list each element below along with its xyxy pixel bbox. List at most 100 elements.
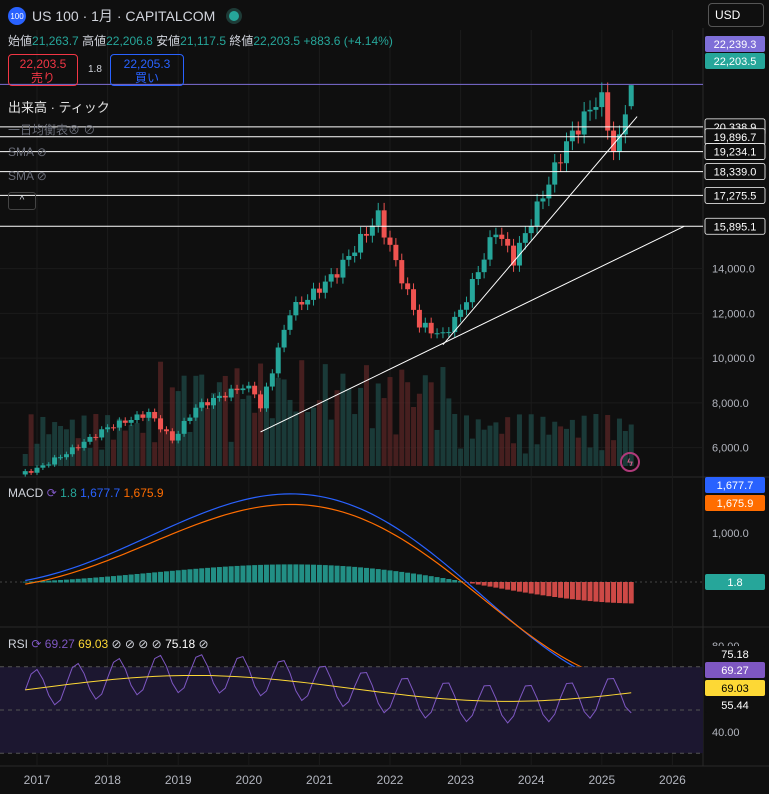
- candle-body: [369, 225, 375, 236]
- hidden-eye-icon[interactable]: ⊘: [36, 145, 47, 159]
- buy-price: 22,205.3: [123, 57, 171, 71]
- candle-body: [93, 436, 99, 438]
- candle-body: [564, 141, 569, 164]
- macd-histogram-bar: [499, 582, 505, 589]
- ma-indicator-label[interactable]: 一日均衡表⊗ ⊘: [8, 123, 96, 137]
- volume-bar: [605, 415, 611, 466]
- candle-body: [440, 332, 446, 334]
- hidden-eye-icon[interactable]: ⊘: [83, 123, 96, 137]
- trendline: [260, 225, 685, 433]
- level-badge: 19,234.1: [714, 147, 757, 159]
- volume-bar: [246, 395, 252, 466]
- currency-select[interactable]: USD: [708, 3, 764, 27]
- macd-histogram-bar: [552, 582, 558, 598]
- candle-body: [293, 302, 299, 316]
- candle-body: [569, 130, 575, 142]
- candle-body: [99, 429, 105, 438]
- macd-histogram-bar: [575, 582, 581, 600]
- volume-bar: [40, 416, 46, 466]
- macd-histogram-bar: [216, 567, 222, 583]
- macd-histogram-bar: [505, 582, 511, 590]
- rsi-ma-badge-bg: [705, 680, 765, 696]
- macd-histogram-bar: [52, 580, 58, 583]
- candle-body: [463, 302, 469, 310]
- sma-indicator-label-1[interactable]: SMA ⊘: [8, 145, 47, 159]
- sell-button[interactable]: 22,203.5 売り: [8, 54, 78, 86]
- candle-body: [352, 252, 358, 257]
- symbol-header[interactable]: 100 US 100 · 1月 · CAPITALCOM: [8, 6, 240, 26]
- lightning-icon: ϟ: [627, 457, 633, 469]
- volume-bar: [22, 454, 28, 466]
- sell-label: 売り: [30, 71, 55, 85]
- macd-histogram-bar: [434, 577, 440, 583]
- macd-histogram-bar: [487, 582, 493, 587]
- collapse-legend-button[interactable]: ^: [8, 192, 36, 210]
- macd-histogram-bar: [564, 582, 569, 599]
- candle-body: [269, 373, 275, 387]
- candle-body: [340, 259, 346, 278]
- macd-histogram-bar: [616, 582, 622, 604]
- candle-body: [58, 457, 64, 459]
- sma-indicator-label-2[interactable]: SMA ⊘: [8, 169, 47, 183]
- macd-histogram-bar: [593, 582, 599, 602]
- volume-bar: [581, 415, 587, 466]
- volume-indicator-label[interactable]: 出来高 · ティック: [8, 100, 110, 115]
- macd-histogram-bar: [540, 582, 546, 596]
- macd-histogram-bar: [122, 575, 128, 583]
- macd-histogram-bar: [605, 582, 611, 603]
- buy-button[interactable]: 22,205.3 買い: [110, 54, 184, 86]
- rsi-low-badge-bg: [705, 697, 765, 713]
- candle-body: [428, 322, 434, 334]
- level-badge: 15,895.1: [714, 221, 757, 233]
- volume-bar: [193, 375, 199, 466]
- candle-body: [416, 309, 422, 328]
- volume-bar: [299, 360, 305, 466]
- volume-bar: [505, 417, 511, 466]
- macd-histogram-bar: [546, 582, 552, 597]
- candle-body: [346, 256, 352, 260]
- macd-histogram-bar: [599, 582, 605, 603]
- volume-bar: [134, 423, 140, 466]
- volume-bar: [511, 443, 517, 466]
- candle-body: [181, 420, 187, 434]
- candle-body: [558, 162, 564, 164]
- level-badge: 17,275.5: [714, 190, 757, 202]
- macd-histogram-bar: [311, 564, 317, 583]
- candle-body: [322, 281, 328, 293]
- settings-refresh-icon: ⟳: [46, 486, 57, 500]
- macd-histogram-bar: [581, 582, 587, 601]
- candle-body: [146, 411, 152, 418]
- macd-histogram-bar: [316, 564, 322, 583]
- macd-histogram-bar: [22, 581, 28, 583]
- macd-histogram-bar: [369, 568, 375, 583]
- macd-histogram-bar: [134, 573, 140, 583]
- volume-bar: [540, 416, 546, 466]
- level-badge-bg: [704, 163, 766, 181]
- macd-histogram-bar: [405, 572, 411, 583]
- macd-histogram-bar: [240, 565, 246, 583]
- volume-bar: [222, 375, 228, 466]
- volume-bar: [146, 417, 152, 466]
- candle-body: [540, 198, 546, 202]
- volume-bar: [275, 377, 281, 466]
- volume-bar: [458, 448, 464, 466]
- macd-histogram-bar: [287, 564, 293, 583]
- candle-body: [422, 322, 428, 328]
- candle-body: [263, 386, 269, 409]
- candle-body: [299, 302, 305, 305]
- candle-body: [358, 233, 364, 253]
- volume-bar: [34, 443, 40, 466]
- candle-body: [599, 92, 605, 108]
- hidden-eye-icon[interactable]: ⊘: [36, 169, 47, 183]
- time-axis-tick: 2017: [24, 773, 51, 787]
- macd-histogram-bar: [93, 577, 99, 583]
- macd-histogram-bar: [387, 570, 393, 583]
- volume-bar: [393, 434, 399, 466]
- volume-bar: [205, 407, 211, 466]
- time-axis-tick: 2018: [94, 773, 121, 787]
- macd-histogram-bar: [140, 573, 146, 583]
- buy-label: 買い: [134, 71, 159, 85]
- macd-histogram-bar: [393, 571, 399, 583]
- macd-histogram-bar: [358, 567, 364, 583]
